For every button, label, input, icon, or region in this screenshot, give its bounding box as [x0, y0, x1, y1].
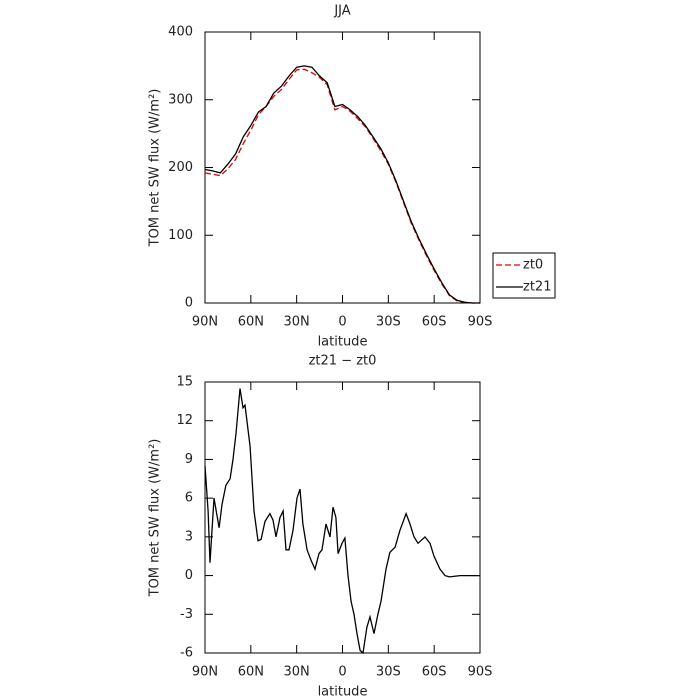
y-tick-label: 200	[168, 160, 193, 175]
y-tick-label: 9	[185, 452, 193, 467]
chart-title: JJA	[333, 4, 350, 19]
x-tick-label: 0	[338, 665, 346, 680]
legend-box	[492, 252, 556, 299]
x-tick-label: 30S	[376, 665, 401, 680]
x-tick-label: 60S	[422, 665, 447, 680]
x-tick-label: 60N	[238, 665, 264, 680]
x-tick-label: 90S	[468, 315, 493, 330]
y-tick-label: -3	[180, 607, 193, 622]
data-line	[204, 65, 480, 304]
data-line	[204, 68, 480, 304]
x-tick-label: 0	[338, 315, 346, 330]
x-tick-label: 30S	[376, 315, 401, 330]
x-axis-label: latitude	[318, 685, 368, 700]
x-tick-label: 90N	[192, 665, 218, 680]
y-tick-label: 300	[168, 92, 193, 107]
x-axis-label: latitude	[318, 335, 368, 350]
x-tick-label: 60N	[238, 315, 264, 330]
x-tick-label: 60S	[422, 315, 447, 330]
y-tick-label: 12	[176, 413, 193, 428]
y-tick-label: 3	[185, 529, 193, 544]
y-axis-label: TOM net SW flux (W/m²)	[148, 89, 163, 248]
x-tick-label: 90S	[468, 665, 493, 680]
y-tick-label: 400	[168, 25, 193, 40]
y-tick-label: 100	[168, 228, 193, 243]
y-tick-label: -6	[180, 646, 193, 661]
y-tick-label: 0	[185, 296, 193, 311]
x-tick-label: 30N	[284, 315, 310, 330]
y-axis-label: TOM net SW flux (W/m²)	[148, 439, 163, 598]
data-line	[204, 388, 480, 655]
plot-frame	[204, 31, 481, 304]
y-tick-label: 0	[185, 568, 193, 583]
x-tick-label: 30N	[284, 665, 310, 680]
legend-label: zt0	[523, 258, 543, 273]
chart-title: zt21 − zt0	[309, 354, 377, 369]
legend-label: zt21	[523, 280, 551, 295]
x-tick-label: 90N	[192, 315, 218, 330]
y-tick-label: 15	[176, 375, 193, 390]
plot-frame	[204, 381, 481, 654]
y-tick-label: 6	[185, 491, 193, 506]
